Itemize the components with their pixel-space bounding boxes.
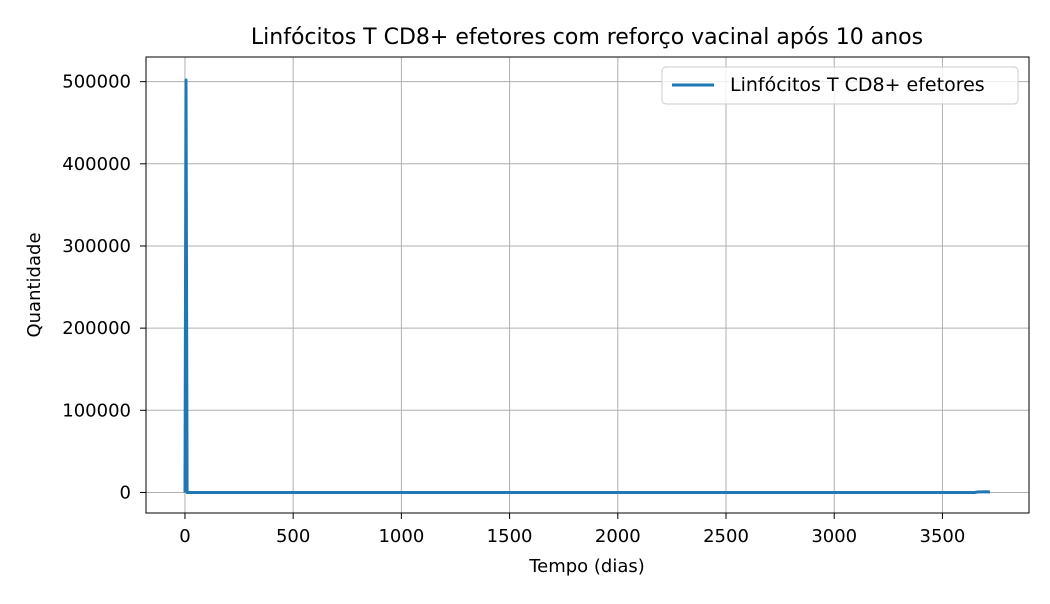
legend-box (661, 66, 1019, 105)
y-tick-label: 100000 (62, 400, 131, 421)
series-line-0 (183, 78, 991, 494)
plot-frame (145, 56, 1030, 514)
legend: Linfócitos T CD8+ efetores (661, 66, 1019, 105)
y-tick-label: 0 (120, 482, 131, 503)
x-tick-label: 1500 (487, 526, 533, 547)
x-tick-label: 3500 (920, 526, 966, 547)
chart-title: Linfócitos T CD8+ efetores com reforço v… (251, 25, 923, 50)
y-tick-label: 300000 (62, 236, 131, 257)
x-axis-label: Tempo (dias) (528, 556, 645, 577)
x-axis-ticks: 0 500 1000 1500 2000 2500 3000 3500 (179, 513, 965, 547)
x-tick-label: 1000 (378, 526, 424, 547)
series-layer (183, 78, 991, 494)
x-tick-label: 500 (276, 526, 310, 547)
x-tick-label: 3000 (811, 526, 857, 547)
y-tick-label: 200000 (62, 318, 131, 339)
y-tick-label: 500000 (62, 72, 131, 93)
x-tick-label: 0 (179, 526, 190, 547)
y-axis-label: Quantidade (24, 232, 45, 337)
x-tick-label: 2000 (595, 526, 641, 547)
x-tick-label: 2500 (703, 526, 749, 547)
y-tick-label: 400000 (62, 154, 131, 175)
legend-entry-label: Linfócitos T CD8+ efetores (730, 74, 985, 96)
y-axis-ticks: 0 100000 200000 300000 400000 500000 (62, 72, 146, 503)
